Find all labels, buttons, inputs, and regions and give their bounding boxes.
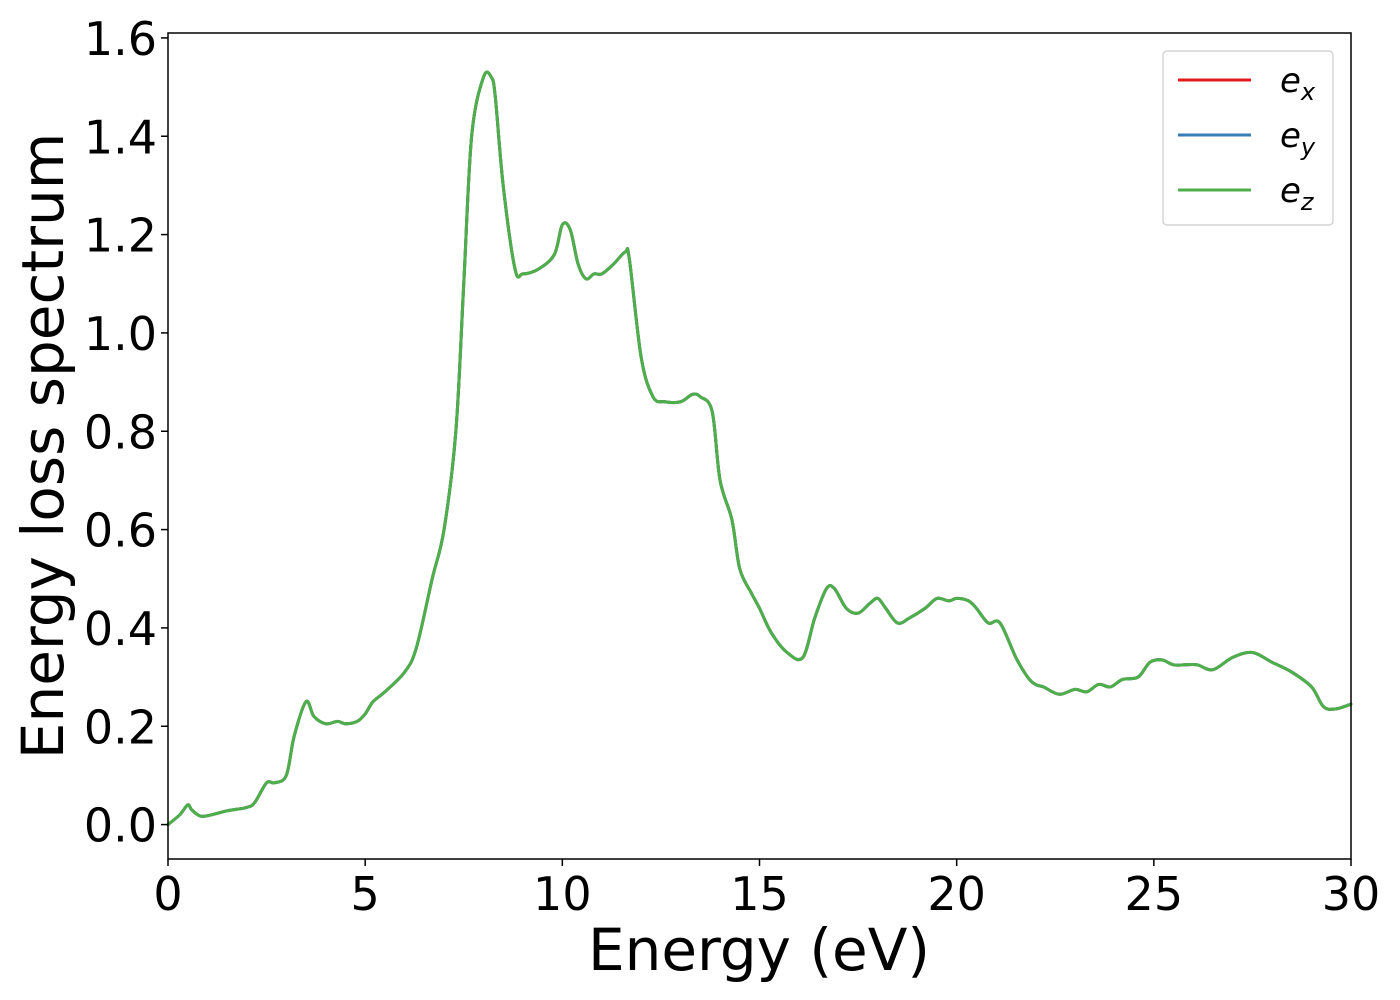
series-line-e-z [166,70,1353,827]
x-tick-label: 25 [1125,867,1184,921]
legend: ex ey ez [1162,50,1334,226]
x-tick-label: 0 [153,867,182,921]
x-tick-label: 15 [730,867,789,921]
y-tick-label: 1.6 [84,12,157,66]
legend-label-e-x: ex [1280,61,1316,106]
y-tick-label: 1.2 [84,209,157,263]
plot-background [168,33,1351,859]
x-tick-label: 30 [1322,867,1381,921]
y-tick-label: 0.6 [84,504,157,558]
x-tick-label: 5 [351,867,380,921]
x-tick-label: 10 [533,867,592,921]
y-axis: 0.0 0.2 0.4 0.6 0.8 1.0 1.2 1.4 1.6 [84,12,168,853]
legend-label-e-y: ey [1280,116,1316,161]
x-tick-label: 20 [927,867,986,921]
legend-label-e-z: ez [1280,171,1315,216]
y-tick-label: 0.8 [84,405,157,459]
series-layer [166,70,1353,827]
y-tick-label: 0.4 [84,602,157,656]
y-tick-label: 1.4 [84,110,157,164]
x-axis-title: Energy (eV) [588,916,930,984]
y-tick-label: 1.0 [84,307,157,361]
y-tick-label: 0.0 [84,799,157,853]
x-axis: 0 5 10 15 20 25 30 [153,859,1380,921]
y-axis-title: Energy loss spectrum [9,133,77,759]
y-tick-label: 0.2 [84,700,157,754]
legend-box [1162,50,1334,226]
